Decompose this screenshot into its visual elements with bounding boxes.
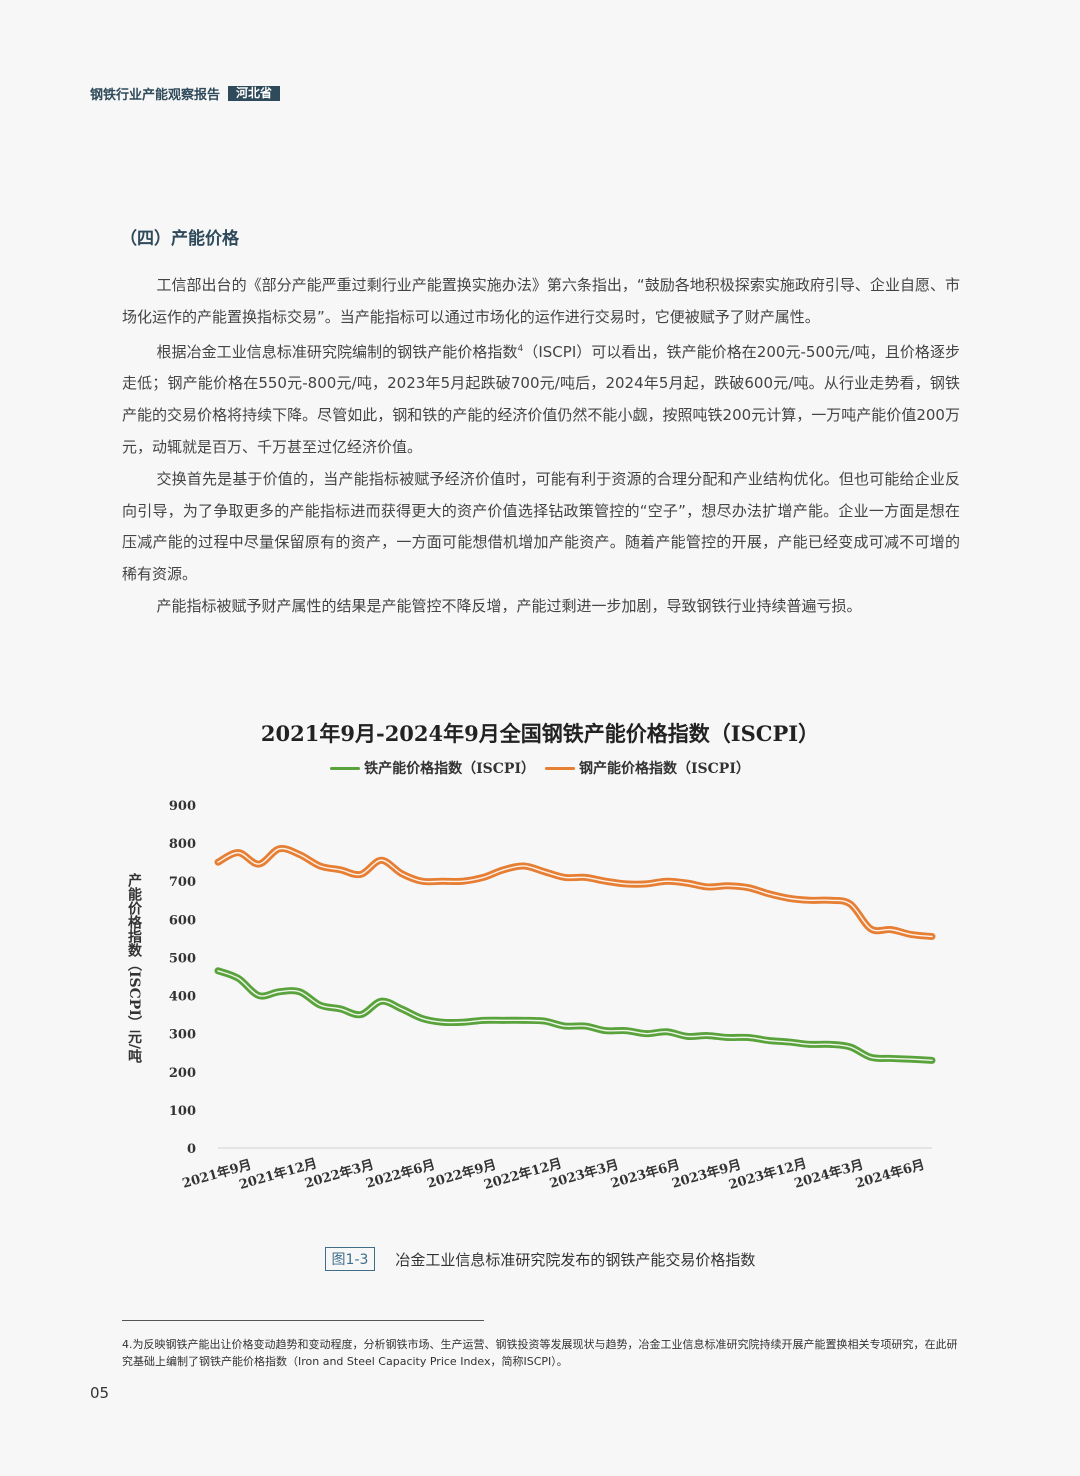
x-tick-label: 2024年6月 <box>854 1157 927 1192</box>
y-tick-label: 700 <box>169 875 196 890</box>
caption-text: 冶金工业信息标准研究院发布的钢铁产能交易价格指数 <box>395 1250 756 1269</box>
body-text: 工信部出台的《部分产能严重过剩行业产能置换实施办法》第六条指出，“鼓励各地积极探… <box>122 270 960 623</box>
chart-legend: 铁产能价格指数（ISCPI） 钢产能价格指数（ISCPI） <box>110 758 970 778</box>
y-tick-label: 0 <box>187 1142 196 1157</box>
legend-swatch-iron <box>330 766 361 770</box>
figure-caption: 图1-3 冶金工业信息标准研究院发布的钢铁产能交易价格指数 <box>0 1247 1080 1271</box>
y-tick-label: 200 <box>169 1066 196 1081</box>
running-header: 钢铁行业产能观察报告 河北省 <box>90 84 281 103</box>
province-badge: 河北省 <box>228 86 281 101</box>
legend-item-iron: 铁产能价格指数（ISCPI） <box>330 758 535 778</box>
page-number: 05 <box>90 1384 110 1402</box>
series-line-highlight-steel <box>217 847 933 938</box>
y-tick-label: 900 <box>169 799 196 814</box>
report-title: 钢铁行业产能观察报告 <box>90 88 221 103</box>
legend-swatch-steel <box>545 766 575 770</box>
footnote-divider <box>122 1320 484 1321</box>
paragraph-2: 根据冶金工业信息标准研究院编制的钢铁产能价格指数4（ISCPI）可以看出，铁产能… <box>122 334 960 464</box>
legend-label-iron: 铁产能价格指数（ISCPI） <box>364 761 535 777</box>
y-tick-label: 100 <box>169 1104 196 1119</box>
section-title: （四）产能价格 <box>120 229 239 249</box>
y-axis-label: 产能价格指数（ISCPI）元/吨 <box>126 873 142 1063</box>
series-line-iron <box>214 967 936 1064</box>
x-tick-label: 2023年6月 <box>609 1157 682 1192</box>
figure-tag: 图1-3 <box>324 1247 376 1271</box>
price-index-chart: 2021年9月-2024年9月全国钢铁产能价格指数（ISCPI） 铁产能价格指数… <box>110 708 970 1208</box>
legend-label-steel: 钢产能价格指数（ISCPI） <box>579 761 750 777</box>
y-tick-label: 300 <box>169 1028 196 1043</box>
footnote-4: 4.为反映钢铁产能出让价格变动趋势和变动程度，分析钢铁市场、生产运营、钢铁投资等… <box>122 1338 958 1368</box>
footnote-ref[interactable]: 4 <box>517 343 524 354</box>
y-tick-label: 500 <box>169 951 196 966</box>
y-tick-label: 400 <box>169 990 196 1005</box>
legend-item-steel: 钢产能价格指数（ISCPI） <box>545 758 750 778</box>
paragraph-2-after: （ISCPI）可以看出，铁产能价格在200元-500元/吨，且价格逐步走低；钢产… <box>122 342 960 456</box>
series-line-highlight-iron <box>217 970 933 1062</box>
paragraph-2-before: 根据冶金工业信息标准研究院编制的钢铁产能价格指数 <box>156 342 518 361</box>
paragraph-1: 工信部出台的《部分产能严重过剩行业产能置换实施办法》第六条指出，“鼓励各地积极探… <box>122 276 960 326</box>
paragraph-3: 交换首先是基于价值的，当产能指标被赋予经济价值时，可能有利于资源的合理分配和产业… <box>122 469 960 584</box>
series-line-steel <box>214 845 936 940</box>
chart-plot: 01002003004005006007008009002021年9月2021年… <box>169 799 936 1193</box>
y-tick-label: 800 <box>169 837 196 852</box>
paragraph-4: 产能指标被赋予财产属性的结果是产能管控不降反增，产能过剩进一步加剧，导致钢铁行业… <box>156 596 862 615</box>
x-tick-label: 2022年6月 <box>364 1157 437 1192</box>
y-tick-label: 600 <box>169 913 196 928</box>
chart-title: 2021年9月-2024年9月全国钢铁产能价格指数（ISCPI） <box>260 721 820 746</box>
